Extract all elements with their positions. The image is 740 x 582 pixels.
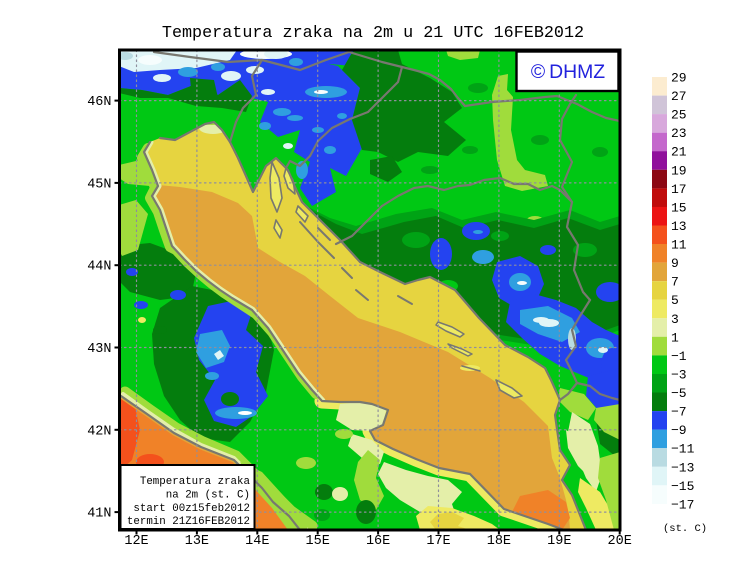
svg-text:na 2m (st. C): na 2m (st. C) <box>166 489 250 501</box>
svg-text:45N: 45N <box>87 177 111 192</box>
svg-text:Temperatura zraka na 2m u 21 U: Temperatura zraka na 2m u 21 UTC 16FEB20… <box>162 24 584 43</box>
svg-text:17E: 17E <box>426 534 450 549</box>
svg-text:3: 3 <box>671 312 679 327</box>
svg-text:15E: 15E <box>306 534 330 549</box>
svg-text:25: 25 <box>671 108 687 123</box>
svg-text:1: 1 <box>671 330 679 345</box>
svg-text:29: 29 <box>671 71 687 86</box>
svg-text:13: 13 <box>671 219 687 234</box>
svg-text:−11: −11 <box>671 442 695 457</box>
svg-text:21: 21 <box>671 145 687 160</box>
svg-text:17: 17 <box>671 182 687 197</box>
svg-text:46N: 46N <box>87 95 111 110</box>
svg-text:16E: 16E <box>366 534 390 549</box>
svg-text:12E: 12E <box>124 534 148 549</box>
svg-text:42N: 42N <box>87 424 111 439</box>
svg-text:−5: −5 <box>671 386 687 401</box>
svg-text:14E: 14E <box>245 534 269 549</box>
svg-text:© DHMZ: © DHMZ <box>531 61 605 83</box>
svg-text:41N: 41N <box>87 507 111 522</box>
svg-text:7: 7 <box>671 275 679 290</box>
svg-text:19E: 19E <box>547 534 571 549</box>
svg-text:−1: −1 <box>671 349 687 364</box>
svg-text:−3: −3 <box>671 368 687 383</box>
svg-text:13E: 13E <box>185 534 209 549</box>
svg-text:27: 27 <box>671 89 687 104</box>
svg-text:(st. C): (st. C) <box>663 523 707 535</box>
svg-text:start 00z15feb2012: start 00z15feb2012 <box>133 503 250 515</box>
svg-text:−9: −9 <box>671 423 687 438</box>
svg-text:11: 11 <box>671 238 687 253</box>
svg-text:5: 5 <box>671 293 679 308</box>
svg-text:9: 9 <box>671 256 679 271</box>
svg-text:43N: 43N <box>87 342 111 357</box>
svg-text:18E: 18E <box>487 534 511 549</box>
svg-text:44N: 44N <box>87 260 111 275</box>
svg-text:−13: −13 <box>671 460 694 475</box>
svg-text:20E: 20E <box>608 534 632 549</box>
svg-text:23: 23 <box>671 126 687 141</box>
svg-text:Temperatura zraka: Temperatura zraka <box>140 476 251 488</box>
svg-text:termin 21Z16FEB2012: termin 21Z16FEB2012 <box>127 516 250 528</box>
svg-text:19: 19 <box>671 163 687 178</box>
svg-text:−7: −7 <box>671 405 687 420</box>
svg-text:15: 15 <box>671 200 687 215</box>
svg-text:−15: −15 <box>671 479 694 494</box>
svg-text:−17: −17 <box>671 497 694 512</box>
